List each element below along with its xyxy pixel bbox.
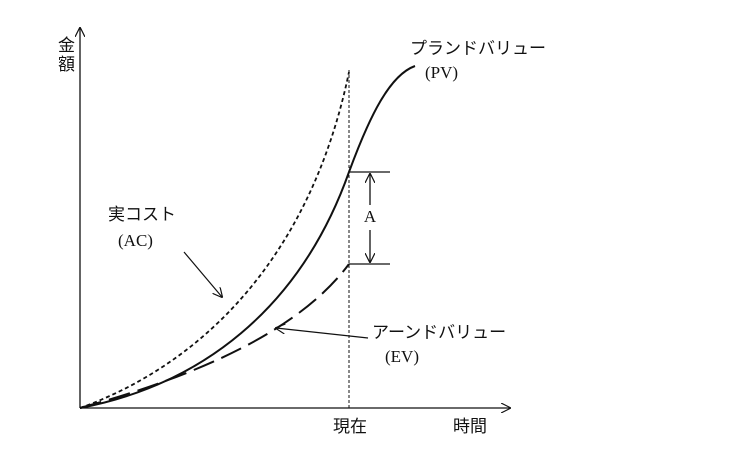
ev-leader: [276, 328, 369, 339]
x-axis-label: 時間: [453, 417, 487, 436]
ac-abbr: (AC): [118, 231, 153, 250]
pv-label: プランドバリュー: [410, 39, 546, 58]
ev-curve: [79, 263, 350, 409]
ev-abbr: (EV): [385, 347, 419, 366]
gap-label: A: [364, 207, 377, 226]
ac-label: 実コスト: [108, 205, 176, 224]
ev-label: アーンドバリュー: [372, 323, 506, 342]
y-axis-label: 金額: [55, 36, 74, 74]
pv-abbr: (PV): [425, 63, 458, 82]
ac-leader: [183, 251, 222, 297]
pv-curve: [79, 65, 416, 409]
now-label: 現在: [333, 417, 367, 436]
ac-curve: [79, 71, 350, 409]
